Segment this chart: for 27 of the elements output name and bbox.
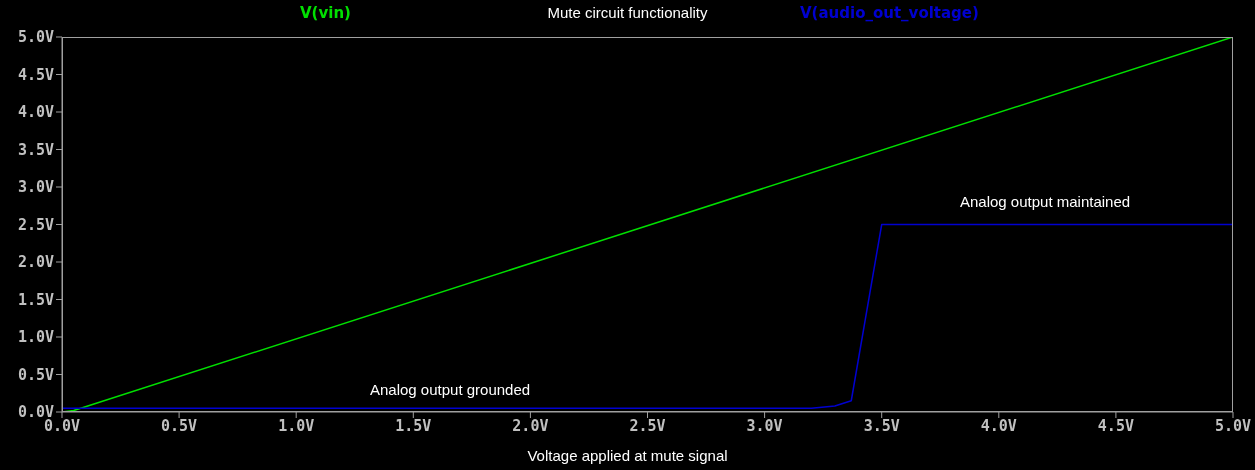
y-tick-label: 2.0V [17,253,54,272]
y-tick-label: 5.0V [17,28,54,47]
chart-title: Mute circuit functionality [547,4,708,21]
x-tick-label: 2.0V [512,416,549,435]
y-tick-label: 4.5V [17,65,54,84]
x-tick-label: 4.5V [1097,416,1134,435]
text: V(audio_out_voltage) [800,4,979,22]
x-axis-title: Voltage applied at mute signal [526,447,729,464]
y-tick-label: 1.0V [17,328,54,347]
y-tick-label: 2.5V [17,215,54,234]
x-tick-label: 0.5V [161,416,198,435]
x-tick-label: 3.5V [863,416,900,435]
x-tick-label: 1.0V [278,416,315,435]
text: V(vin) [300,4,351,22]
y-tick-label: 3.5V [17,140,54,159]
annotation: Analog output maintained [960,193,1131,210]
y-tick-label: 4.0V [17,103,54,122]
y-tick-label: 3.0V [17,178,54,197]
x-tick-label: 2.5V [629,416,666,435]
x-tick-label: 3.0V [746,416,783,435]
x-tick-label: 4.0V [980,416,1017,435]
line-series [62,223,1233,409]
x-tick-label: 5.0V [1214,416,1252,435]
y-tick-label: 1.5V [17,290,54,309]
y-tick-label: 0.5V [17,365,54,384]
annotation: Analog output grounded [370,381,531,398]
x-tick-label: 1.5V [395,416,432,435]
